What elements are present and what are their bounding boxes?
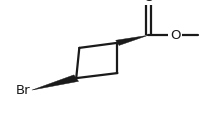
Polygon shape xyxy=(32,75,78,90)
Polygon shape xyxy=(116,35,148,45)
Text: Br: Br xyxy=(16,84,30,97)
Text: O: O xyxy=(170,29,180,42)
Text: O: O xyxy=(143,0,153,4)
